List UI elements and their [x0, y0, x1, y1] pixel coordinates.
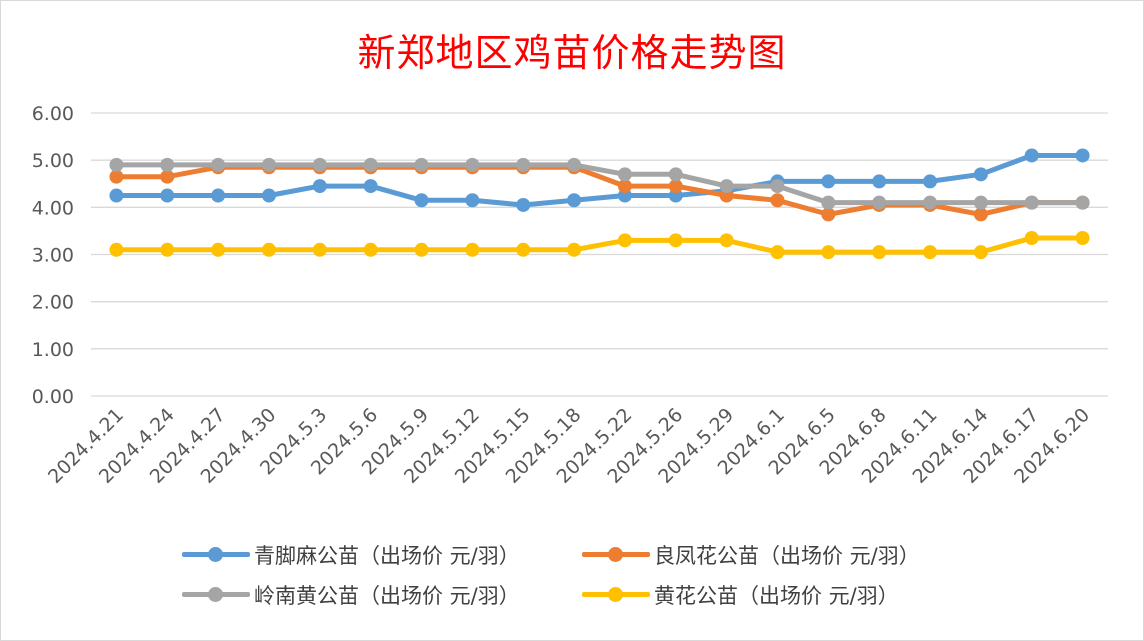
data-point: [465, 193, 480, 208]
data-point: [160, 169, 175, 184]
legend-swatch: [182, 580, 250, 610]
data-point: [363, 242, 378, 257]
data-point: [312, 157, 327, 172]
data-point: [516, 157, 531, 172]
y-tick-label: 2.00: [32, 292, 74, 314]
data-point: [1024, 148, 1039, 163]
data-point: [567, 242, 582, 257]
data-point: [719, 233, 734, 248]
data-point: [160, 188, 175, 203]
legend-label: 青脚麻公苗（出场价 元/羽）: [254, 544, 520, 568]
legend-item-lingnan: 岭南黄公苗（出场价 元/羽）: [182, 580, 520, 610]
data-point: [363, 179, 378, 194]
data-point: [261, 157, 276, 172]
y-tick-label: 3.00: [32, 245, 74, 267]
chart-title: 新郑地区鸡苗价格走势图: [357, 31, 787, 75]
data-point: [668, 179, 683, 194]
y-tick-label: 5.00: [32, 150, 74, 172]
data-point: [973, 195, 988, 210]
data-point: [770, 179, 785, 194]
data-point: [567, 193, 582, 208]
legend-swatch: [582, 580, 650, 610]
series-line: [113, 162, 1086, 206]
data-point: [617, 179, 632, 194]
data-point: [363, 157, 378, 172]
data-point: [923, 195, 938, 210]
data-point: [923, 174, 938, 189]
data-point: [872, 195, 887, 210]
series-line: [113, 235, 1086, 255]
data-point: [1075, 230, 1090, 245]
data-point: [973, 167, 988, 182]
data-point: [109, 157, 124, 172]
data-point: [414, 242, 429, 257]
legend-swatch: [182, 540, 250, 570]
data-point: [414, 193, 429, 208]
data-point: [821, 245, 836, 260]
data-point: [872, 245, 887, 260]
data-point: [465, 157, 480, 172]
y-tick-label: 1.00: [32, 339, 74, 361]
y-axis-ticks: 0.00 1.00 2.00 3.00 4.00 5.00 6.00: [32, 103, 74, 408]
data-point: [211, 242, 226, 257]
data-point: [821, 195, 836, 210]
data-point: [1075, 195, 1090, 210]
series-group: [109, 148, 1090, 260]
legend-label: 岭南黄公苗（出场价 元/羽）: [254, 584, 520, 608]
data-point: [160, 242, 175, 257]
series-0: [109, 148, 1090, 212]
data-point: [617, 233, 632, 248]
data-point: [211, 157, 226, 172]
series-3: [109, 230, 1090, 260]
legend-item-huanghua: 黄花公苗（出场价 元/羽）: [582, 580, 899, 610]
data-point: [821, 174, 836, 189]
series-2: [109, 157, 1090, 210]
data-point: [668, 167, 683, 182]
data-point: [617, 167, 632, 182]
data-point: [1024, 195, 1039, 210]
legend-item-qingjiao: 青脚麻公苗（出场价 元/羽）: [182, 540, 520, 570]
data-point: [668, 233, 683, 248]
data-point: [312, 179, 327, 194]
data-point: [160, 157, 175, 172]
data-point: [821, 207, 836, 222]
data-point: [923, 245, 938, 260]
y-tick-label: 4.00: [32, 197, 74, 219]
legend-swatch: [582, 540, 650, 570]
data-point: [872, 174, 887, 189]
data-point: [719, 179, 734, 194]
data-point: [109, 169, 124, 184]
data-point: [261, 188, 276, 203]
data-point: [109, 188, 124, 203]
data-point: [1024, 230, 1039, 245]
data-point: [973, 207, 988, 222]
data-point: [770, 245, 785, 260]
data-point: [516, 197, 531, 212]
legend-item-liangfeng: 良凤花公苗（出场价 元/羽）: [582, 540, 920, 570]
legend-label: 良凤花公苗（出场价 元/羽）: [654, 544, 920, 568]
data-point: [516, 242, 531, 257]
data-point: [465, 242, 480, 257]
legend-label: 黄花公苗（出场价 元/羽）: [654, 584, 899, 608]
data-point: [770, 193, 785, 208]
data-point: [973, 245, 988, 260]
data-point: [1075, 148, 1090, 163]
y-tick-label: 0.00: [32, 386, 74, 408]
x-axis-ticks: 2024.4.212024.4.242024.4.272024.4.302024…: [44, 404, 1094, 488]
series-line: [113, 153, 1086, 208]
y-tick-label: 6.00: [32, 103, 74, 125]
data-point: [312, 242, 327, 257]
data-point: [414, 157, 429, 172]
data-point: [567, 157, 582, 172]
data-point: [211, 188, 226, 203]
data-point: [261, 242, 276, 257]
data-point: [109, 242, 124, 257]
